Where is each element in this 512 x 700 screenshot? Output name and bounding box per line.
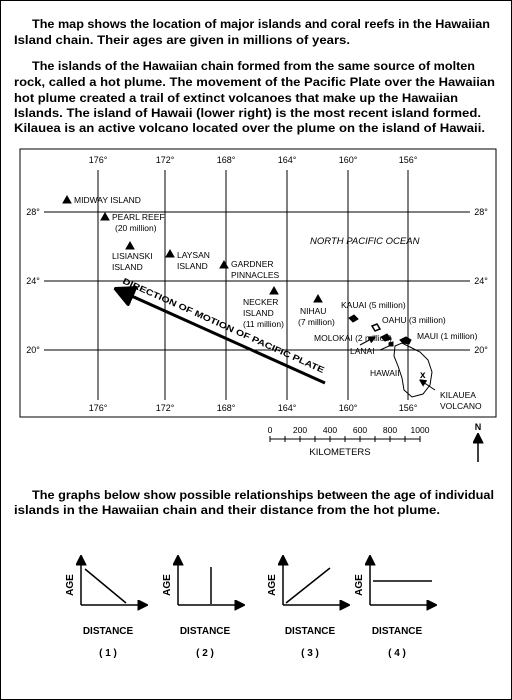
text-line: The map shows the location of major isla…	[32, 19, 490, 31]
longitude-label: 156°	[399, 403, 418, 413]
text-line: hot plume created a trail of extinct vol…	[14, 93, 458, 105]
graph-number: ( 2 )	[196, 648, 214, 659]
scale-unit: KILOMETERS	[309, 447, 370, 458]
island-marker	[165, 248, 175, 258]
map-frame	[19, 148, 497, 418]
text-line: The graphs below show possible relations…	[32, 490, 494, 502]
scale-tick-label: 1000	[411, 425, 430, 435]
text-line: Islands. The island of Hawaii (lower rig…	[14, 108, 481, 120]
island-label: LAYSAN	[177, 250, 210, 260]
longitude-label: 156°	[399, 155, 418, 165]
island-kauai	[348, 314, 359, 323]
island-label: MAUI (1 million)	[417, 331, 478, 341]
island-label: LANAI	[350, 346, 375, 356]
island-marker	[269, 285, 279, 295]
island-label: ISLAND	[112, 262, 143, 272]
graph-line	[84, 568, 127, 604]
longitude-label: 160°	[339, 155, 358, 165]
text-line: Island chain. Their ages are given in mi…	[14, 35, 350, 47]
island-marker	[313, 293, 323, 303]
latitude-label: 28°	[26, 207, 40, 217]
graph-number: ( 3 )	[301, 648, 319, 659]
latitude-label: 24°	[26, 276, 40, 286]
volcano-mark: x	[420, 370, 426, 381]
x-axis-label: DISTANCE	[180, 626, 231, 637]
island-marker	[62, 194, 72, 204]
graphs: AGE DISTANCE ( 1 ) AGE DISTANCE ( 2 ) AGE DISTA…	[65, 556, 436, 659]
island-marker	[100, 211, 110, 221]
longitude-label: 172°	[156, 155, 175, 165]
text-line: islands in the Hawaiian chain and their …	[14, 505, 440, 517]
island-oahu	[370, 323, 382, 332]
island-label: KILAUEA	[440, 390, 476, 400]
island-label: (11 million)	[243, 319, 284, 329]
longitude-label: 168°	[217, 403, 236, 413]
latitude-label: 20°	[474, 345, 488, 355]
longitude-label: 164°	[278, 403, 297, 413]
latitude-label: 20°	[26, 345, 40, 355]
scale-tick-label: 400	[323, 425, 337, 435]
text-line: rock, called a hot plume. The movement o…	[14, 77, 495, 89]
x-axis-label: DISTANCE	[285, 626, 336, 637]
island-marker	[125, 240, 135, 250]
island-label: OAHU (3 million)	[382, 315, 446, 325]
pointer	[420, 380, 436, 391]
island-marker	[219, 259, 229, 269]
plate-motion-label: DIRECTION OF MOTION OF PACIFIC PLATE	[121, 276, 326, 375]
island-label: PEARL REEF	[112, 212, 165, 222]
island-hawaii	[393, 342, 433, 398]
pointer	[379, 345, 390, 351]
island-label: MIDWAY ISLAND	[74, 195, 141, 205]
longitude-label: 168°	[217, 155, 236, 165]
island-label: KAUAI (5 million)	[341, 300, 406, 310]
longitude-label: 176°	[89, 155, 108, 165]
island-label: PINNACLES	[231, 270, 280, 280]
intro: The map shows the location of major isla…	[14, 19, 495, 135]
y-axis-label: AGE	[267, 574, 278, 596]
longitude-label: 176°	[89, 403, 108, 413]
longitude-label: 160°	[339, 403, 358, 413]
island-molokai	[380, 333, 392, 342]
scale-tick-label: 800	[383, 425, 397, 435]
y-axis-label: AGE	[65, 574, 76, 596]
graphs-intro: The graphs below show possible relations…	[14, 490, 494, 517]
island-label: NECKER	[243, 297, 278, 307]
island-lanai	[388, 341, 394, 347]
text-line: The islands of the Hawaiian chain formed…	[32, 61, 475, 73]
graph-number: ( 1 )	[99, 648, 117, 659]
scale-tick-label: 0	[268, 425, 273, 435]
scale-tick-label: 600	[353, 425, 367, 435]
x-axis-label: DISTANCE	[372, 626, 423, 637]
plate-motion-arrow	[116, 289, 326, 385]
island-label: LISIANSKI	[112, 251, 153, 261]
island-label: ISLAND	[177, 261, 208, 271]
y-axis-label: AGE	[162, 574, 173, 596]
island-label: MOLOKAI (2 million)	[314, 333, 392, 343]
map: x DIRECTION OF MOTION OF PACIFIC PLATE N…	[19, 148, 497, 462]
scale-tick-label: 200	[293, 425, 307, 435]
island-label: GARDNER	[231, 259, 274, 269]
ocean-label: NORTH PACIFIC OCEAN	[310, 236, 420, 247]
island-label: NIHAU	[300, 306, 326, 316]
longitude-label: 172°	[156, 403, 175, 413]
latitude-label: 24°	[474, 276, 488, 286]
island-label: (7 million)	[298, 317, 335, 327]
x-axis-label: DISTANCE	[83, 626, 134, 637]
island-label: (20 million)	[115, 223, 157, 233]
island-label: HAWAII	[370, 368, 400, 378]
longitude-label: 164°	[278, 155, 297, 165]
north-label: N	[475, 422, 482, 432]
island-label: ISLAND	[243, 308, 274, 318]
island-label: VOLCANO	[440, 401, 482, 411]
latitude-label: 28°	[474, 207, 488, 217]
graph-number: ( 4 )	[388, 648, 406, 659]
graph-line	[285, 567, 331, 604]
pointer	[359, 337, 375, 346]
text-line: Kilauea is an active volcano located ove…	[14, 123, 485, 135]
y-axis-label: AGE	[354, 574, 365, 596]
